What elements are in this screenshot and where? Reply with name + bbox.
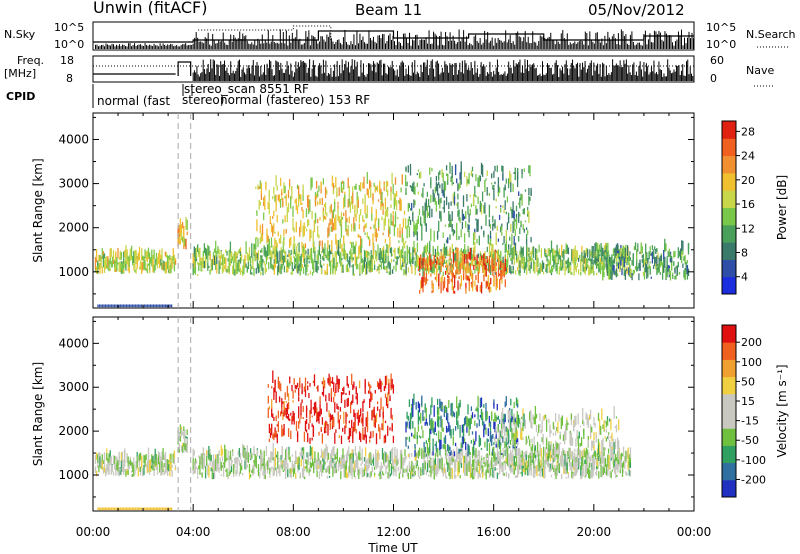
y-axis-label: Slant Range [km]: [31, 158, 45, 262]
cpid-text-3: stereo): [182, 93, 224, 107]
cpid-panel: CPID normal (fast stereo_scan 8551 RF st…: [6, 82, 370, 108]
scatter-data: [94, 161, 690, 308]
nave-label: Nave: [746, 64, 774, 77]
cpid-text-4: normal (fast: [220, 93, 293, 107]
freq-label-line1: Freq.: [17, 54, 44, 67]
cpid-text-5: stereo) 153 RF: [282, 93, 370, 107]
nave-tick-low: 0: [710, 72, 717, 85]
freq-stereo-block: [177, 61, 192, 76]
nsky-panel: N.Sky 10^5 10^0 10^5 10^0 N.Search: [4, 21, 796, 51]
plot-frame: [92, 112, 695, 309]
cpid-text-2: stereo_scan 8551 RF: [184, 82, 309, 96]
station-title: Unwin (fitACF): [93, 0, 207, 17]
freq-tick-low: 8: [66, 72, 73, 85]
y-tick-label: 3000: [58, 177, 89, 191]
nsky-tick-high: 10^5: [54, 21, 84, 34]
date-title: 05/Nov/2012: [588, 1, 685, 19]
nsearch-label: N.Search: [746, 28, 796, 41]
freq-panel: Freq. [MHz] 18 8 60 0 Nave: [4, 54, 774, 87]
nsky-median-line: [93, 30, 694, 43]
nsky-series: [93, 25, 694, 49]
cpid-text-1: normal (fast: [97, 94, 170, 108]
y-tick-label: 4000: [58, 132, 89, 146]
nave-tick-high: 60: [710, 54, 724, 67]
nsky-tick-low: 10^0: [54, 38, 84, 51]
nsearch-line: [198, 25, 332, 40]
cpid-label: CPID: [6, 90, 35, 103]
y-tick-label: 2000: [58, 221, 89, 235]
freq-label-line2: [MHz]: [4, 67, 36, 80]
beam-title: Beam 11: [355, 1, 422, 19]
freq-tick-high: 18: [60, 54, 74, 67]
nsearch-tick-low: 10^0: [706, 38, 736, 51]
y-tick-label: 1000: [58, 265, 89, 279]
nsearch-tick-high: 10^5: [706, 21, 736, 34]
power-panel: 1000 2000 3000 4000 Slant Range [km]: [31, 112, 695, 309]
nsky-label: N.Sky: [4, 28, 36, 41]
freq-nave-series: [93, 59, 694, 81]
scatter-data: [94, 370, 632, 511]
